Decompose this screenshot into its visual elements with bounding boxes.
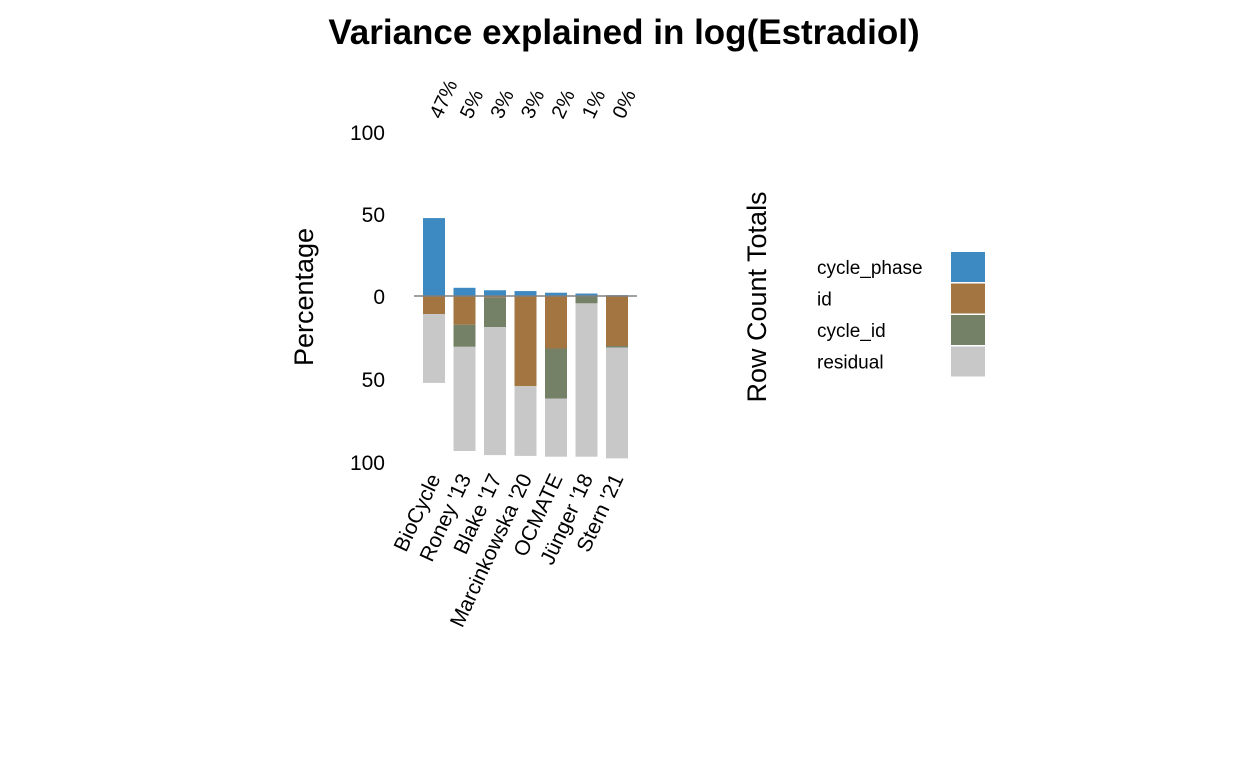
legend-label-cycle_id: cycle_id [817,321,886,342]
percent-label-4: 2% [548,86,580,122]
bar-cycle_id-2 [484,297,506,328]
bar-id-6 [606,296,628,347]
bar-cycle_id-6 [606,346,628,348]
legend-swatch-cycle_id [951,315,985,345]
percent-labels: 47%5%3%3%2%1%0% [426,76,641,122]
bar-residual-2 [484,327,506,456]
bar-residual-1 [453,346,476,451]
percent-label-2: 3% [487,86,519,122]
bar-id-2 [484,296,506,298]
bar-cycle_phase-1 [453,287,476,296]
percent-label-3: 3% [517,86,549,122]
bar-residual-5 [575,303,598,457]
bar-residual-0 [423,314,445,383]
bar-id-3 [514,296,537,387]
bar-cycle_phase-0 [423,218,445,296]
y-axis-label: Percentage [289,228,319,366]
legend-swatch-cycle_phase [951,252,985,282]
bar-cycle_id-1 [453,324,476,347]
legend-label-cycle_phase: cycle_phase [817,258,923,279]
percent-label-5: 1% [578,86,610,122]
y-tick-lower-0: 50 [362,369,385,392]
legend-title: Row Count Totals [742,191,772,402]
y-tick-upper-1: 50 [362,204,385,227]
bar-cycle_phase-3 [514,291,537,296]
bar-id-1 [453,296,476,325]
y-tick-upper-0: 100 [350,122,385,145]
bar-id-0 [423,296,445,315]
bar-residual-6 [606,347,628,459]
legend-label-id: id [817,290,832,311]
bars-group [423,218,628,459]
percent-label-1: 5% [456,86,488,122]
legend-label-residual: residual [817,353,884,374]
bar-cycle_phase-4 [545,292,567,296]
bar-cycle_id-5 [575,296,598,304]
bar-cycle_phase-2 [484,290,506,296]
bar-cycle_id-4 [545,348,567,399]
legend-swatch-id [951,283,985,314]
bar-residual-3 [514,386,537,456]
chart-title: Variance explained in log(Estradiol) [328,13,919,52]
legend-swatch-residual [951,346,985,377]
percent-label-6: 0% [609,86,641,122]
y-tick-upper-2: 0 [373,286,385,309]
percent-label-0: 47% [426,76,463,122]
bar-id-4 [545,296,567,349]
y-tick-lower-1: 100 [350,452,385,475]
bar-cycle_phase-5 [575,293,598,296]
bar-residual-4 [545,398,567,457]
